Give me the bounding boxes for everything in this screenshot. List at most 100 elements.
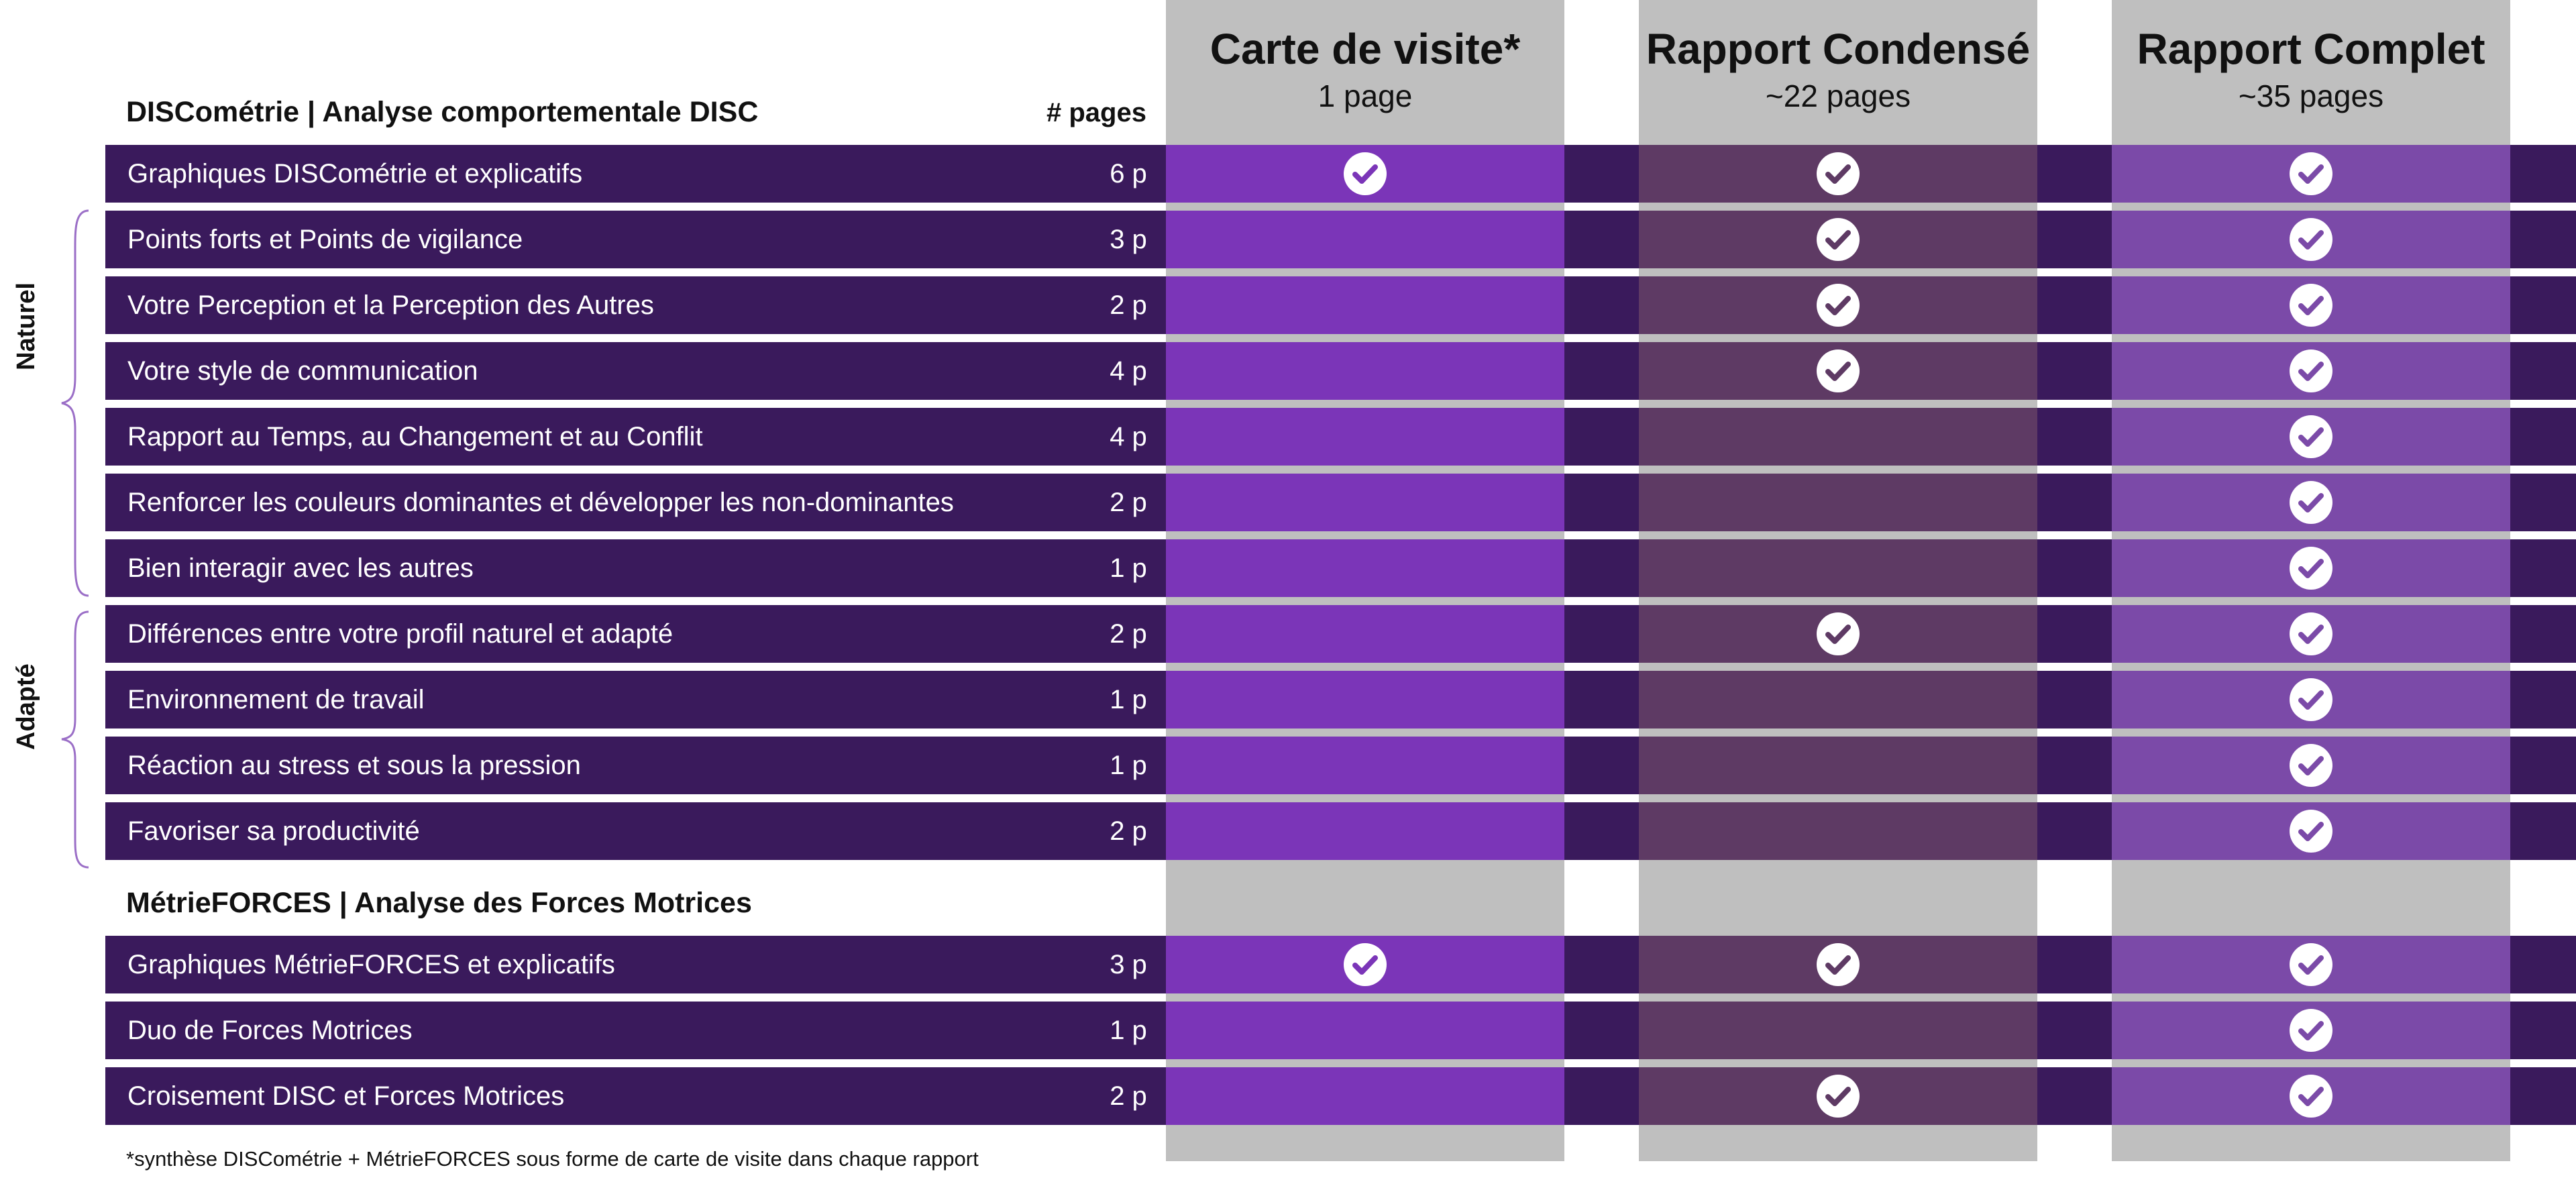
check-icon <box>2290 943 2332 986</box>
row-cell-col2 <box>1639 1002 2037 1059</box>
row-cell-col3 <box>2112 211 2510 268</box>
row-cell-col1 <box>1166 539 1564 597</box>
row-cell-col3 <box>2112 737 2510 794</box>
row-cell-col2 <box>1639 671 2037 728</box>
row-pages: 4 p <box>1110 356 1147 386</box>
check-icon <box>2290 1009 2332 1052</box>
row-pages: 1 p <box>1110 1016 1147 1045</box>
column-title-condense: Rapport Condensé <box>1646 25 2031 73</box>
row-pages: 2 p <box>1110 290 1147 320</box>
row-cell-col3 <box>2112 605 2510 663</box>
check-icon <box>2290 612 2332 655</box>
row-label: Renforcer les couleurs dominantes et dév… <box>127 488 954 517</box>
row-pages: 3 p <box>1110 225 1147 254</box>
row-pages: 1 p <box>1110 685 1147 714</box>
row-label: Graphiques MétrieFORCES et explicatifs <box>127 950 615 979</box>
table-row: Différences entre votre profil naturel e… <box>105 605 2576 663</box>
row-label: Croisement DISC et Forces Motrices <box>127 1081 565 1111</box>
row-cell-col1 <box>1166 936 1564 993</box>
row-cell-col3 <box>2112 1002 2510 1059</box>
check-icon <box>1344 152 1387 195</box>
row-cell-col1 <box>1166 211 1564 268</box>
row-cell-col1 <box>1166 671 1564 728</box>
row-cell-col3 <box>2112 802 2510 860</box>
bracket-adapte <box>61 610 89 869</box>
column-subtitle-condense: ~22 pages <box>1765 78 1911 113</box>
row-label: Différences entre votre profil naturel e… <box>127 619 674 649</box>
row-cell-col1 <box>1166 276 1564 334</box>
row-cell-col1 <box>1166 1067 1564 1125</box>
row-pages: 1 p <box>1110 553 1147 583</box>
row-cell-col2 <box>1639 474 2037 531</box>
check-icon <box>2290 547 2332 590</box>
row-cell-col3 <box>2112 936 2510 993</box>
table-row: Favoriser sa productivité 2 p <box>105 802 2576 860</box>
column-title-carte: Carte de visite* <box>1210 25 1521 73</box>
row-label: Votre Perception et la Perception des Au… <box>127 290 654 320</box>
row-cell-col3 <box>2112 145 2510 203</box>
row-cell-col3 <box>2112 474 2510 531</box>
row-pages: 2 p <box>1110 619 1147 649</box>
row-label: Bien interagir avec les autres <box>127 553 474 583</box>
table-row: Duo de Forces Motrices 1 p <box>105 1002 2576 1059</box>
check-icon <box>2290 349 2332 392</box>
row-cell-col1 <box>1166 1002 1564 1059</box>
check-icon <box>1817 943 1860 986</box>
row-cell-col2 <box>1639 211 2037 268</box>
column-subtitle-complet: ~35 pages <box>2238 78 2384 113</box>
check-icon <box>2290 152 2332 195</box>
check-icon <box>1817 612 1860 655</box>
row-cell-col2 <box>1639 145 2037 203</box>
row-cell-col2 <box>1639 342 2037 400</box>
row-cell-col3 <box>2112 342 2510 400</box>
side-label-naturel: Naturel <box>12 282 40 370</box>
section-title-disc: DISCométrie | Analyse comportementale DI… <box>126 96 759 128</box>
row-label: Environnement de travail <box>127 685 425 714</box>
table-row: Renforcer les couleurs dominantes et dév… <box>105 474 2576 531</box>
section-title-forces: MétrieFORCES | Analyse des Forces Motric… <box>126 887 752 919</box>
row-pages: 4 p <box>1110 422 1147 451</box>
row-cell-col3 <box>2112 539 2510 597</box>
row-pages: 2 p <box>1110 488 1147 517</box>
check-icon <box>2290 744 2332 787</box>
row-label: Favoriser sa productivité <box>127 816 420 846</box>
check-icon <box>2290 415 2332 458</box>
check-icon <box>2290 284 2332 327</box>
check-icon <box>1817 152 1860 195</box>
column-title-complet: Rapport Complet <box>2137 25 2485 73</box>
check-icon <box>2290 481 2332 524</box>
bracket-naturel <box>61 209 89 597</box>
table-row: Rapport au Temps, au Changement et au Co… <box>105 408 2576 466</box>
check-icon <box>2290 810 2332 853</box>
row-label: Réaction au stress et sous la pression <box>127 751 581 780</box>
row-cell-col1 <box>1166 342 1564 400</box>
side-label-adapte: Adapté <box>12 663 40 750</box>
row-cell-col1 <box>1166 408 1564 466</box>
row-cell-col1 <box>1166 474 1564 531</box>
check-icon <box>1817 284 1860 327</box>
row-cell-col1 <box>1166 802 1564 860</box>
footnote: *synthèse DISCométrie + MétrieFORCES sou… <box>126 1147 979 1171</box>
row-cell-col1 <box>1166 737 1564 794</box>
row-pages: 3 p <box>1110 950 1147 979</box>
check-icon <box>1344 943 1387 986</box>
row-label: Votre style de communication <box>127 356 478 386</box>
row-cell-col3 <box>2112 1067 2510 1125</box>
check-icon <box>2290 1075 2332 1118</box>
row-cell-col2 <box>1639 605 2037 663</box>
table-row: Votre style de communication 4 p <box>105 342 2576 400</box>
row-cell-col3 <box>2112 276 2510 334</box>
check-icon <box>2290 218 2332 261</box>
table-row: Votre Perception et la Perception des Au… <box>105 276 2576 334</box>
row-pages: 2 p <box>1110 1081 1147 1111</box>
row-pages: 2 p <box>1110 816 1147 846</box>
table-row: Bien interagir avec les autres 1 p <box>105 539 2576 597</box>
row-label: Duo de Forces Motrices <box>127 1016 413 1045</box>
table-row: Graphiques DISCométrie et explicatifs 6 p <box>105 145 2576 203</box>
check-icon <box>1817 349 1860 392</box>
table-row: Croisement DISC et Forces Motrices 2 p <box>105 1067 2576 1125</box>
row-label: Rapport au Temps, au Changement et au Co… <box>127 422 703 451</box>
row-cell-col2 <box>1639 408 2037 466</box>
row-cell-col2 <box>1639 802 2037 860</box>
row-cell-col2 <box>1639 539 2037 597</box>
